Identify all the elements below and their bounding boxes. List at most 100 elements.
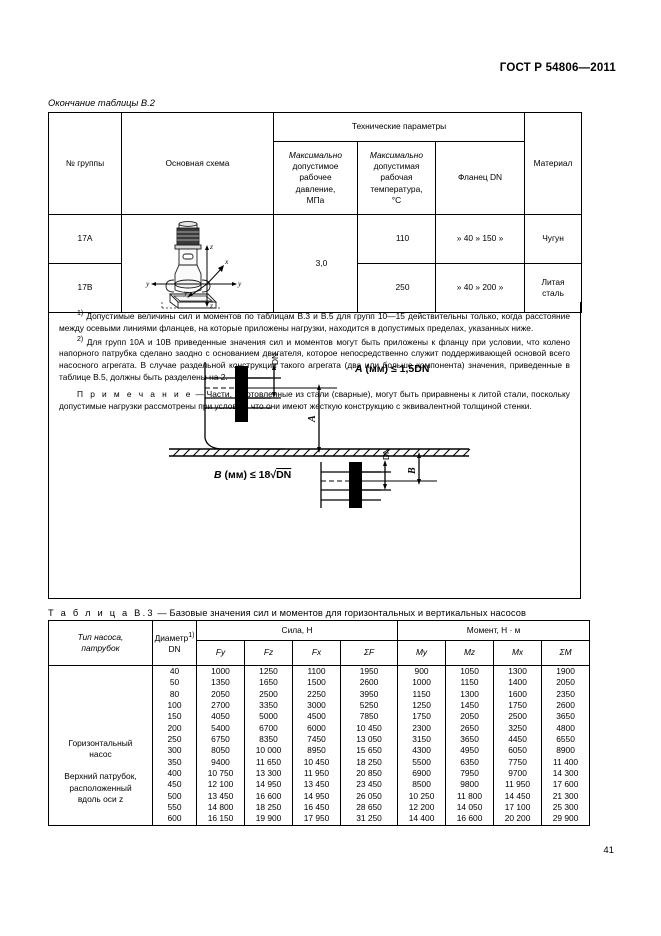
cell-mz: 16 600 xyxy=(445,813,495,826)
cell-sumf: 2600 xyxy=(339,677,399,689)
row-17b-material-line1: Литая xyxy=(541,276,565,287)
pump-type-line2: патрубок xyxy=(81,643,120,653)
cell-fx: 13 450 xyxy=(292,779,341,791)
cell-dn: 550 xyxy=(152,802,197,814)
max-temp-line5: °С xyxy=(391,195,402,206)
cell-dn: 50 xyxy=(152,677,197,689)
cell-mx: 20 200 xyxy=(493,813,543,826)
table-b3-caption: Т а б л и ц а В.3 — Базовые значения сил… xyxy=(48,608,526,618)
cell-dn: 80 xyxy=(152,688,197,701)
cell-sumf: 26 050 xyxy=(339,790,399,803)
table-b3-caption-text: — Базовые значения сил и моментов для го… xyxy=(157,608,527,618)
cell-fy: 12 100 xyxy=(196,779,245,791)
standard-header-title: ГОСТ Р 54806—2011 xyxy=(499,62,616,74)
cell-sumf: 3950 xyxy=(339,688,399,701)
cell-fx: 16 450 xyxy=(292,802,341,814)
cell-summ: 2050 xyxy=(541,677,591,689)
cell-fz: 6700 xyxy=(244,722,293,735)
diameter-dn: DN xyxy=(168,643,181,654)
header-col-summ: ΣM xyxy=(541,640,591,666)
cell-fz: 5000 xyxy=(244,711,293,723)
row-17a-temperature: 110 xyxy=(357,214,436,264)
cell-summ: 2350 xyxy=(541,688,591,701)
header-flange-dn: Фланец DN xyxy=(434,141,526,215)
cell-fz: 18 250 xyxy=(244,802,293,814)
cell-dn: 350 xyxy=(152,756,197,769)
table-row: 150 4050 5000 4500 7850 1750 2050 2500 3… xyxy=(49,711,591,723)
cell-fz: 1650 xyxy=(244,677,293,689)
header-max-temperature: Максимально допустимая рабочая температу… xyxy=(357,141,436,215)
cell-fx: 2250 xyxy=(292,688,341,701)
cell-fz: 2500 xyxy=(244,688,293,701)
axis-label-y-right: y xyxy=(237,279,242,288)
table-b3-header-row-1: Тип насоса, патрубок Диаметр1) DN Сила, … xyxy=(48,620,591,666)
header-col-sumf: ΣF xyxy=(339,640,399,666)
max-pressure-line4: давление, xyxy=(295,183,336,194)
label-line2: насос xyxy=(89,748,112,759)
flange-distance-figure: A B DN DN A (мм) ≤ 1,5DN B (мм) ≤ 18√DN xyxy=(49,350,582,510)
footnote-1-text: Допустимые величины сил и моментов по та… xyxy=(59,310,570,333)
footnote-2-marker: 2) xyxy=(77,335,84,343)
cell-mx: 2500 xyxy=(493,711,543,723)
label-line1: Горизонтальный xyxy=(68,737,133,748)
table-b2-row-17b: 17В 250 » 40 » 200 » Литая сталь xyxy=(48,263,583,313)
vertical-pump-diagram-icon: z x y y y z xyxy=(145,220,242,310)
cell-fy: 14 800 xyxy=(196,802,245,814)
table-row: 80 2050 2500 2250 3950 1150 1300 1600 23… xyxy=(49,688,591,701)
cell-fz: 19 900 xyxy=(244,813,293,826)
cell-my: 6900 xyxy=(397,768,447,780)
cell-summ: 4800 xyxy=(541,722,591,735)
cell-summ: 29 900 xyxy=(541,813,591,826)
table-row: 300 8050 10 000 8950 15 650 4300 4950 60… xyxy=(49,745,591,757)
cell-fy: 9400 xyxy=(196,756,245,769)
note-label: П р и м е ч а н и е xyxy=(77,389,193,400)
max-temp-line4: температура, xyxy=(370,183,423,194)
cell-fx: 7450 xyxy=(292,734,341,746)
header-col-fy: Fy xyxy=(196,640,245,666)
header-force-group: Сила, Н xyxy=(195,620,399,641)
cell-fx: 6000 xyxy=(292,722,341,735)
cell-mx: 1600 xyxy=(493,688,543,701)
max-temp-line3: рабочая xyxy=(380,172,413,183)
cell-my: 3150 xyxy=(397,734,447,746)
table-row: 450 12 100 14 950 13 450 23 450 8500 980… xyxy=(49,779,591,791)
cell-fx: 4500 xyxy=(292,711,341,723)
cell-fx: 17 950 xyxy=(292,813,341,826)
header-col-mx: Mx xyxy=(493,640,543,666)
header-main-scheme: Основная схема xyxy=(121,112,274,215)
cell-mz: 14 050 xyxy=(445,802,495,814)
cell-my: 1250 xyxy=(397,700,447,712)
table-b2-caption: Окончание таблицы В.2 xyxy=(48,98,155,108)
cell-summ: 11 400 xyxy=(541,756,591,769)
pump-type-line1: Тип насоса, xyxy=(77,631,124,642)
table-row: 400 10 750 13 300 11 950 20 850 6900 795… xyxy=(49,768,591,780)
max-temp-line2: допустимая xyxy=(373,160,420,171)
axis-label-x: x xyxy=(224,257,229,266)
axis-label-y-left: y xyxy=(145,279,150,288)
label-line4: расположенный xyxy=(69,782,132,793)
cell-fx: 10 450 xyxy=(292,756,341,769)
cell-summ: 8900 xyxy=(541,745,591,757)
cell-mx: 9700 xyxy=(493,768,543,780)
cell-sumf: 18 250 xyxy=(339,756,399,769)
cell-mz: 7950 xyxy=(445,768,495,780)
cell-sumf: 1950 xyxy=(339,665,399,678)
header-group-no: № группы xyxy=(48,112,122,215)
cell-fx: 1100 xyxy=(292,665,341,678)
row-group-label: Горизонтальный насос Верхний патрубок, р… xyxy=(48,665,153,826)
cell-mx: 14 450 xyxy=(493,790,543,803)
cell-sumf: 31 250 xyxy=(339,813,399,826)
cell-sumf: 23 450 xyxy=(339,779,399,791)
row-17-scheme-cell: z x y y y z xyxy=(121,214,274,313)
cell-my: 5500 xyxy=(397,756,447,769)
max-pressure-line2: допустимое xyxy=(292,160,339,171)
row-17a-flange: » 40 » 150 » xyxy=(434,214,526,264)
note-text: — Части, изготовленные из стали (сварные… xyxy=(59,389,570,412)
formula-a: A (мм) ≤ 1,5DN xyxy=(354,363,429,375)
header-col-fz: Fz xyxy=(244,640,293,666)
cell-dn: 100 xyxy=(152,700,197,712)
cell-sumf: 5250 xyxy=(339,700,399,712)
diameter-footnote-marker: 1) xyxy=(188,631,195,639)
cell-mx: 4450 xyxy=(493,734,543,746)
